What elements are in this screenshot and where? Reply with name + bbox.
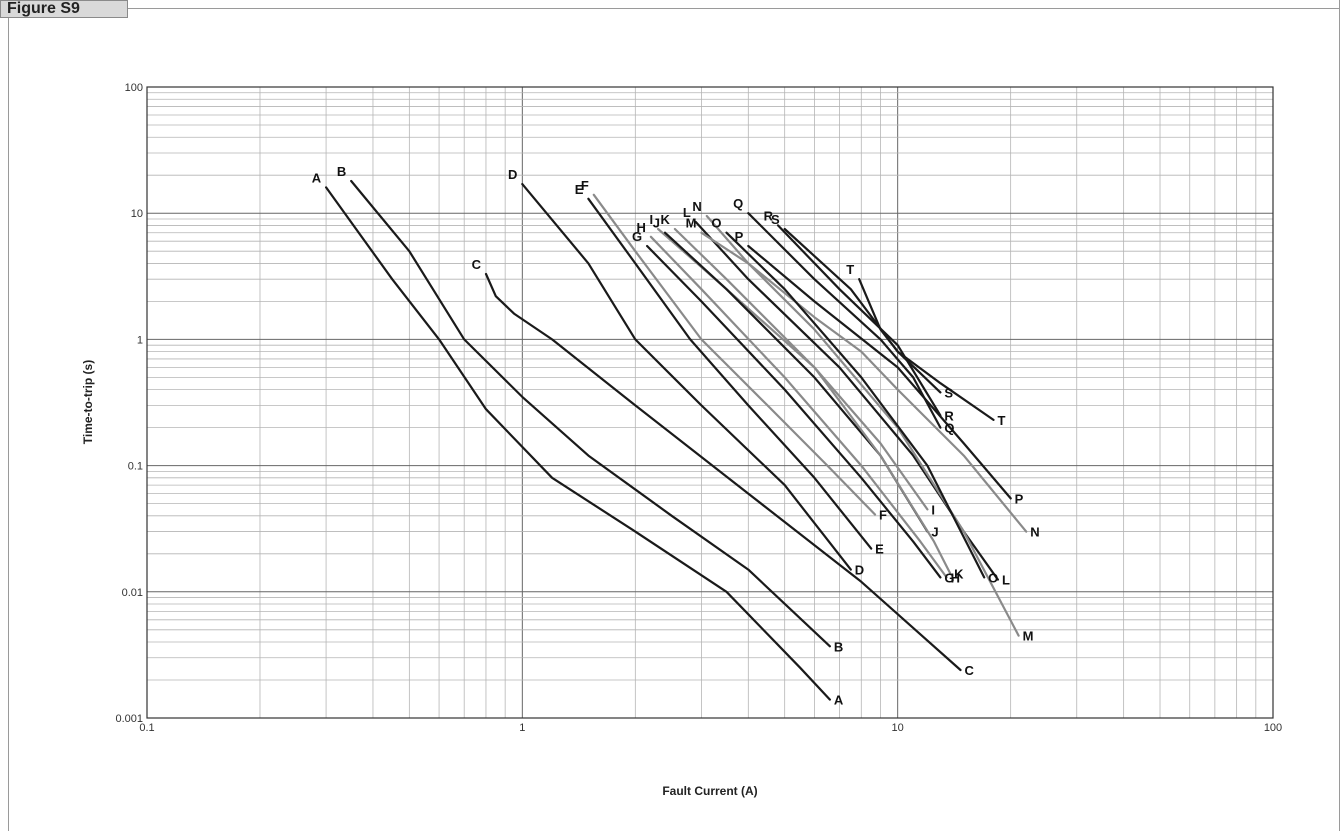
plot-background xyxy=(147,87,1273,718)
curve-label-start: K xyxy=(661,212,671,227)
x-tick-label: 100 xyxy=(1264,722,1282,734)
curve-label-end: K xyxy=(954,566,964,581)
curve-label-end: C xyxy=(964,663,974,678)
figure-label: Figure S9 xyxy=(0,0,128,18)
curve-label-start: G xyxy=(632,229,642,244)
curve-label-start: N xyxy=(692,199,701,214)
curve-label-end: D xyxy=(855,563,864,578)
y-tick-label: 100 xyxy=(125,82,143,94)
curve-label-start: H xyxy=(636,220,645,235)
curve-q xyxy=(747,212,942,429)
y-tick-label: 1 xyxy=(137,334,143,346)
curve-d xyxy=(521,183,852,571)
tick-labels: 0.1 1 10 100 100 10 1 0.1 0.01 0.001 xyxy=(115,82,1282,734)
curve-label-start: O xyxy=(711,216,721,231)
curve-label-end: Q xyxy=(944,421,954,436)
curve-t xyxy=(858,278,995,421)
curve-label-end: N xyxy=(1030,525,1039,540)
curve-n xyxy=(705,214,1028,533)
curve-label-end: F xyxy=(879,507,887,522)
curve-e xyxy=(587,197,873,550)
curve-a xyxy=(325,186,831,701)
curve-label-end: S xyxy=(944,385,953,400)
curve-label-start: T xyxy=(846,262,854,277)
curve-label-end: T xyxy=(997,413,1005,428)
curve-label-start: Q xyxy=(733,196,743,211)
x-axis-title: Fault Current (A) xyxy=(662,784,757,798)
curve-c xyxy=(484,272,962,672)
figure-top-rule xyxy=(128,8,1340,9)
curve-label-end: E xyxy=(875,542,884,557)
curve-f xyxy=(592,193,877,516)
curve-label-start: I xyxy=(649,212,653,227)
curve-label-start: D xyxy=(508,167,517,182)
curve-label-start: E xyxy=(575,182,584,197)
curve-s xyxy=(783,227,942,394)
curve-label-start: B xyxy=(337,164,346,179)
curve-g xyxy=(646,244,942,579)
curve-label-end: M xyxy=(1023,629,1034,644)
x-tick-label: 10 xyxy=(892,722,904,734)
curve-label-start: M xyxy=(686,216,697,231)
curve-label-end: I xyxy=(931,502,935,517)
y-tick-label: 10 xyxy=(131,208,143,220)
curve-m xyxy=(700,231,1020,637)
curve-label-end: L xyxy=(1002,573,1010,588)
curve-label-start: L xyxy=(683,205,691,220)
curve-label-start: R xyxy=(764,208,774,223)
y-axis-title: Time-to-trip (s) xyxy=(81,360,95,444)
curve-label-end: P xyxy=(1015,491,1024,506)
x-tick-label: 0.1 xyxy=(139,722,154,734)
curve-label-end: B xyxy=(834,639,843,654)
figure-frame xyxy=(8,0,1340,831)
curve-label-end: A xyxy=(834,693,844,708)
curve-b xyxy=(350,179,831,648)
curve-label-end: J xyxy=(931,525,938,540)
curve-label-end: G xyxy=(944,570,954,585)
curve-label-end: R xyxy=(944,408,954,423)
curve-l xyxy=(694,221,999,581)
curve-label-end: O xyxy=(988,570,998,585)
curve-o xyxy=(725,231,986,579)
grid xyxy=(146,87,1273,719)
curve-label-start: A xyxy=(312,170,322,185)
curve-label-start: C xyxy=(472,257,482,272)
curve-label-start: P xyxy=(735,229,744,244)
curve-label-end: H xyxy=(951,570,960,585)
curve-h xyxy=(649,235,948,579)
curve-p xyxy=(747,244,1012,500)
x-tick-label: 1 xyxy=(519,722,525,734)
curve-label-start: S xyxy=(771,212,780,227)
curve-k xyxy=(673,227,952,575)
y-tick-label: 0.1 xyxy=(128,461,143,473)
curve-label-start: F xyxy=(581,178,589,193)
curve-r xyxy=(776,224,942,417)
y-tick-label: 0.001 xyxy=(115,713,143,725)
plot-border xyxy=(146,86,1274,719)
y-tick-label: 0.01 xyxy=(122,587,143,599)
curve-label-start: J xyxy=(653,216,660,231)
curves xyxy=(325,179,1028,701)
